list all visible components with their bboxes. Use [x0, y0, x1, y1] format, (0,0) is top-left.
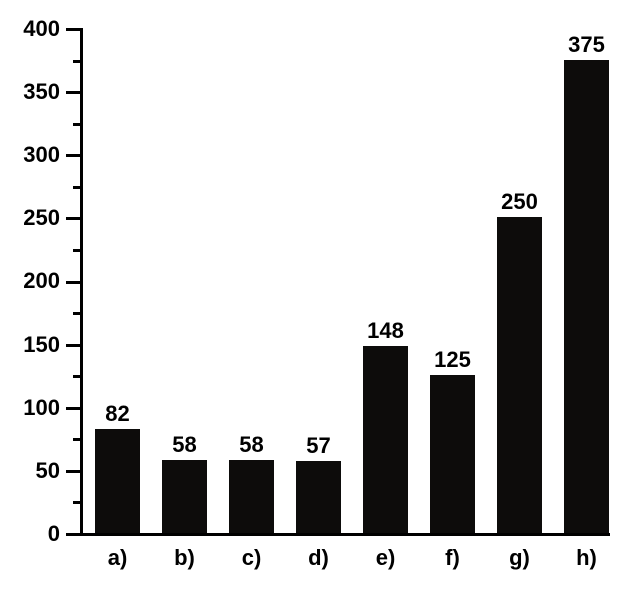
bar-value-label: 250 — [487, 189, 552, 215]
x-category-label: h) — [554, 545, 619, 571]
y-tick-minor — [73, 501, 80, 504]
x-category-label: c) — [219, 545, 284, 571]
y-tick-minor — [73, 60, 80, 63]
y-tick-label: 300 — [0, 142, 60, 168]
bar — [564, 60, 609, 533]
bar — [363, 346, 408, 533]
y-tick-minor — [73, 375, 80, 378]
bar — [430, 375, 475, 533]
plot-area: 05010015020025030035040082a)58b)58c)57d)… — [80, 28, 610, 533]
x-category-label: e) — [353, 545, 418, 571]
bar — [296, 461, 341, 533]
y-tick-label: 350 — [0, 79, 60, 105]
bar-value-label: 58 — [152, 432, 217, 458]
y-tick-minor — [73, 186, 80, 189]
y-tick-major — [66, 344, 80, 347]
y-tick-major — [66, 91, 80, 94]
bar — [229, 460, 274, 533]
y-tick-minor — [73, 438, 80, 441]
y-tick-major — [66, 533, 80, 536]
y-tick-major — [66, 407, 80, 410]
y-tick-minor — [73, 123, 80, 126]
y-tick-major — [66, 154, 80, 157]
y-axis — [80, 28, 83, 536]
y-tick-major — [66, 470, 80, 473]
y-tick-label: 0 — [0, 521, 60, 547]
bar-value-label: 57 — [286, 433, 351, 459]
y-tick-label: 150 — [0, 332, 60, 358]
y-tick-minor — [73, 249, 80, 252]
x-category-label: b) — [152, 545, 217, 571]
y-tick-major — [66, 281, 80, 284]
x-category-label: d) — [286, 545, 351, 571]
y-tick-major — [66, 28, 80, 31]
y-tick-label: 100 — [0, 395, 60, 421]
x-category-label: g) — [487, 545, 552, 571]
x-category-label: f) — [420, 545, 485, 571]
bar-value-label: 375 — [554, 32, 619, 58]
y-tick-major — [66, 217, 80, 220]
x-category-label: a) — [85, 545, 150, 571]
y-tick-minor — [73, 312, 80, 315]
bar — [95, 429, 140, 533]
x-axis — [80, 533, 610, 536]
bar-value-label: 148 — [353, 318, 418, 344]
bar-value-label: 125 — [420, 347, 485, 373]
y-tick-label: 50 — [0, 458, 60, 484]
bar — [162, 460, 207, 533]
bar-chart: 0 50 100 150 200 250 300 350 400 82 a) 58 b) 58 c) 57 d)… — [0, 0, 622, 594]
bar-value-label: 82 — [85, 401, 150, 427]
bar-value-label: 58 — [219, 432, 284, 458]
y-tick-label: 200 — [0, 268, 60, 294]
y-tick-label: 400 — [0, 16, 60, 42]
bar — [497, 217, 542, 533]
y-tick-label: 250 — [0, 205, 60, 231]
